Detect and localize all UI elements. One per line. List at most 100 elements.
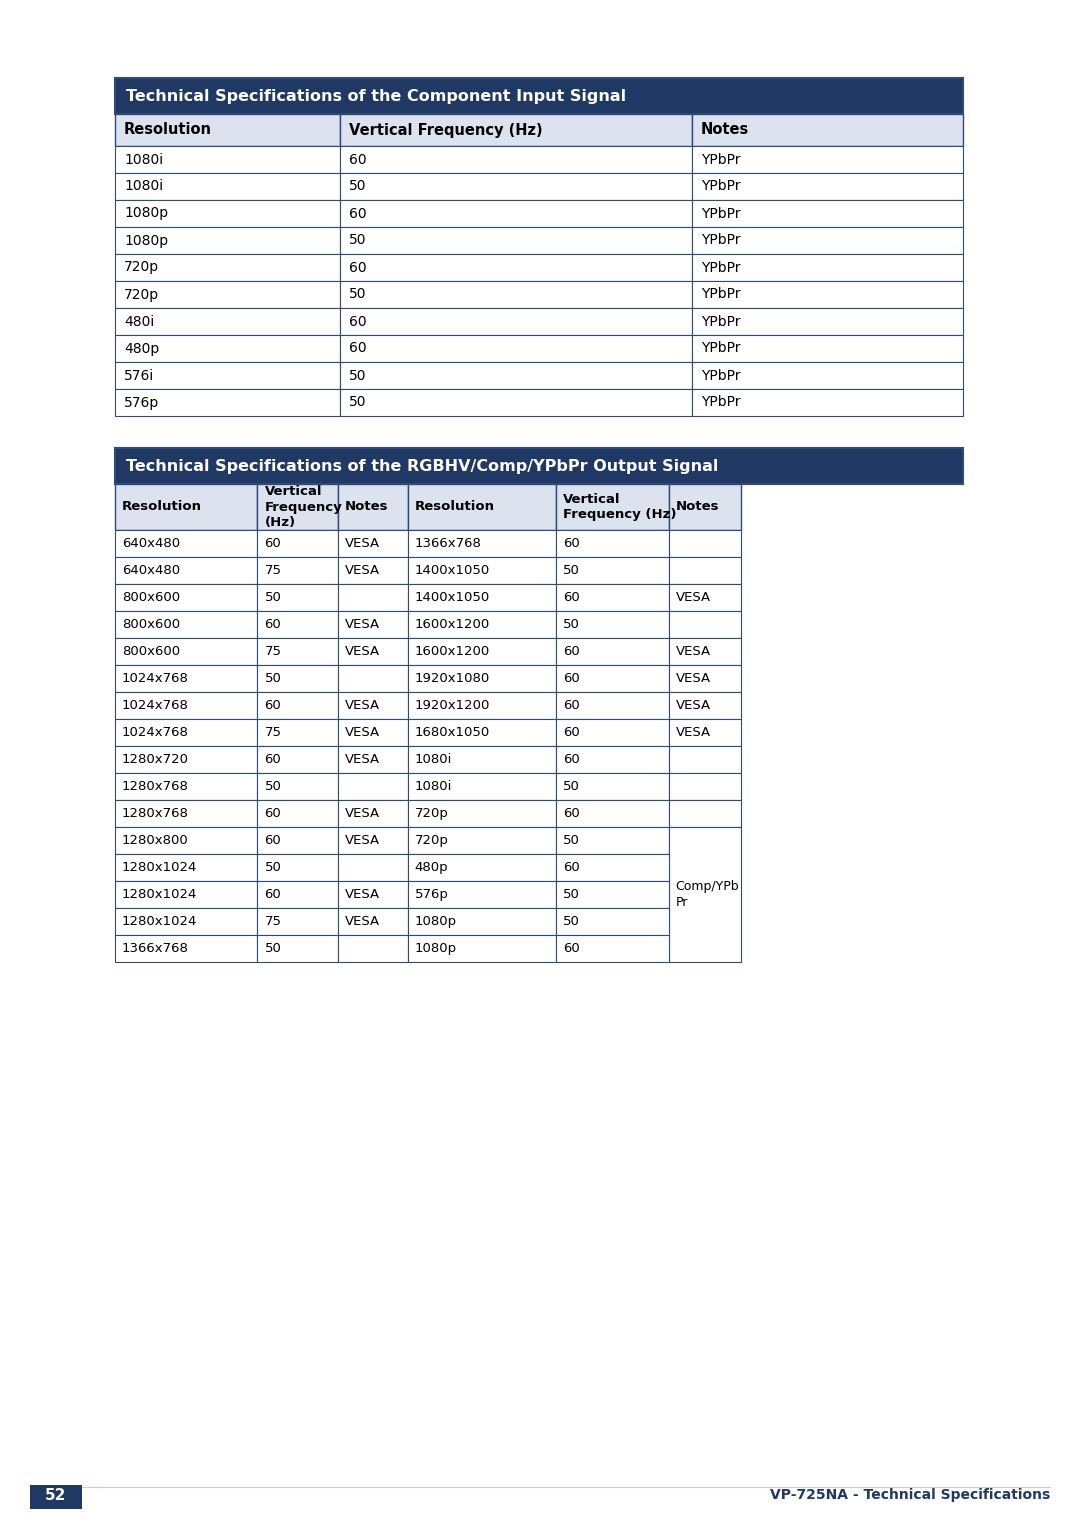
Text: 576i: 576i	[124, 369, 154, 383]
Bar	[669, 692, 741, 719]
Bar	[114, 853, 257, 881]
Bar	[340, 227, 691, 254]
Text: YPbPr: YPbPr	[701, 207, 740, 221]
Text: 1024x768: 1024x768	[122, 673, 189, 685]
Text: VESA: VESA	[345, 889, 380, 901]
Text: 60: 60	[563, 699, 580, 712]
Bar	[114, 362, 340, 389]
Text: 75: 75	[265, 564, 282, 578]
Text: 800x600: 800x600	[122, 645, 180, 659]
Text: 60: 60	[563, 538, 580, 550]
Bar	[691, 201, 963, 227]
Text: YPbPr: YPbPr	[701, 233, 740, 248]
Bar	[257, 584, 338, 611]
Bar	[691, 146, 963, 173]
Bar	[114, 558, 257, 584]
Text: VESA: VESA	[345, 915, 380, 928]
Bar	[340, 173, 691, 201]
Text: 60: 60	[265, 699, 281, 712]
Text: 60: 60	[265, 807, 281, 820]
Text: 60: 60	[265, 833, 281, 847]
Bar	[338, 881, 407, 908]
Text: Technical Specifications of the Component Input Signal: Technical Specifications of the Componen…	[126, 89, 626, 104]
Text: 50: 50	[563, 915, 580, 928]
Text: 60: 60	[349, 153, 366, 167]
Text: VESA: VESA	[676, 673, 711, 685]
Text: 1400x1050: 1400x1050	[415, 564, 490, 578]
Bar	[114, 113, 340, 146]
Bar	[114, 530, 257, 558]
Bar	[691, 173, 963, 201]
Text: 50: 50	[563, 617, 580, 631]
Bar	[340, 280, 691, 308]
Bar	[407, 719, 556, 746]
Text: 720p: 720p	[415, 833, 448, 847]
Text: YPbPr: YPbPr	[701, 314, 740, 328]
Text: VESA: VESA	[676, 645, 711, 659]
Bar	[114, 800, 257, 827]
Bar	[340, 254, 691, 280]
Bar	[669, 584, 741, 611]
Bar	[691, 280, 963, 308]
Bar	[257, 881, 338, 908]
Bar	[556, 935, 669, 962]
Bar	[338, 665, 407, 692]
Bar	[114, 447, 963, 484]
Text: 1280x1024: 1280x1024	[122, 889, 198, 901]
Text: 1024x768: 1024x768	[122, 699, 189, 712]
Bar	[257, 800, 338, 827]
Text: Notes: Notes	[701, 123, 748, 138]
Bar	[556, 637, 669, 665]
Bar	[257, 558, 338, 584]
Bar	[114, 280, 340, 308]
Bar	[257, 935, 338, 962]
Bar	[257, 746, 338, 774]
Bar	[556, 774, 669, 800]
Bar	[407, 530, 556, 558]
Text: Notes: Notes	[345, 501, 389, 513]
Bar	[691, 362, 963, 389]
Text: 50: 50	[349, 395, 366, 409]
Text: VESA: VESA	[345, 617, 380, 631]
Bar	[407, 558, 556, 584]
Bar	[669, 558, 741, 584]
Bar	[338, 800, 407, 827]
Bar	[257, 665, 338, 692]
Text: 52: 52	[45, 1488, 67, 1503]
Bar	[114, 336, 340, 362]
Bar	[338, 584, 407, 611]
Bar	[556, 530, 669, 558]
Text: YPbPr: YPbPr	[701, 260, 740, 274]
Bar	[257, 611, 338, 637]
Bar	[669, 665, 741, 692]
Bar	[340, 146, 691, 173]
Bar	[556, 665, 669, 692]
Text: 1280x768: 1280x768	[122, 807, 189, 820]
Text: 60: 60	[265, 889, 281, 901]
Bar	[114, 935, 257, 962]
Text: 480p: 480p	[415, 861, 448, 873]
Bar	[114, 719, 257, 746]
Bar	[338, 558, 407, 584]
Text: 50: 50	[349, 179, 366, 193]
Bar	[338, 530, 407, 558]
Text: VP-725NA - Technical Specifications: VP-725NA - Technical Specifications	[770, 1488, 1050, 1501]
Text: 50: 50	[349, 369, 366, 383]
Text: 720p: 720p	[124, 260, 159, 274]
Text: 60: 60	[349, 260, 366, 274]
Text: 50: 50	[563, 833, 580, 847]
Text: 1080i: 1080i	[124, 179, 163, 193]
Text: 60: 60	[563, 807, 580, 820]
Bar	[691, 113, 963, 146]
Bar	[338, 637, 407, 665]
Text: VESA: VESA	[345, 726, 380, 738]
Text: 60: 60	[563, 591, 580, 604]
Bar	[669, 800, 741, 827]
Bar	[407, 881, 556, 908]
Text: VESA: VESA	[345, 564, 380, 578]
Text: VESA: VESA	[345, 699, 380, 712]
Text: 1366x768: 1366x768	[122, 942, 189, 954]
Text: Comp/YPb
Pr: Comp/YPb Pr	[676, 879, 740, 908]
Text: 75: 75	[265, 726, 282, 738]
Bar	[257, 908, 338, 935]
